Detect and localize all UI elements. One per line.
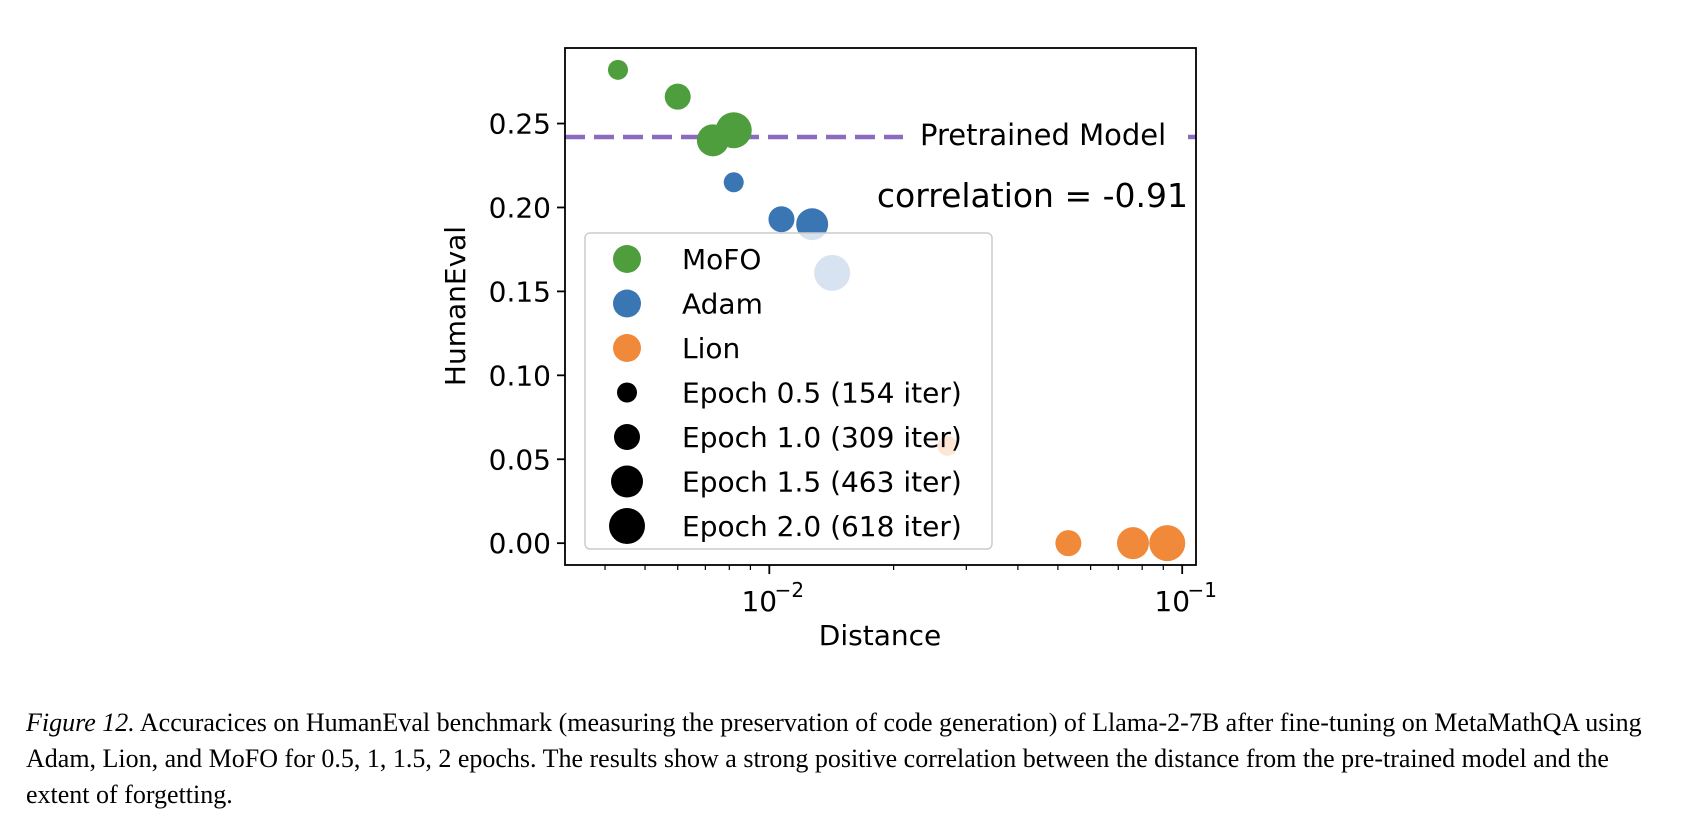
point-lion-4 — [1149, 525, 1186, 562]
y-tick-label-0.15: 0.15 — [489, 275, 551, 308]
reference-line-label: Pretrained Model — [920, 118, 1166, 152]
scatter-chart: Pretrained Model correlation = -0.91 MoF… — [439, 47, 1217, 652]
legend-marker-lion — [613, 334, 641, 362]
y-axis-label: HumanEval — [439, 226, 472, 386]
legend-size-label-1: Epoch 0.5 (154 iter) — [682, 377, 962, 410]
legend-label-mofo: MoFO — [682, 243, 761, 276]
x-tick-exponent-1: −2 — [775, 578, 804, 602]
point-lion-2 — [1055, 530, 1082, 557]
y-tick-label-0.10: 0.10 — [489, 359, 551, 392]
legend-marker-adam — [613, 289, 641, 318]
x-tick-exponent-2: −1 — [1187, 578, 1216, 602]
legend-size-marker-3 — [611, 465, 643, 498]
point-lion-3 — [1116, 527, 1149, 560]
x-axis-label: Distance — [819, 619, 941, 652]
legend-label-adam: Adam — [682, 288, 763, 321]
legend-size-label-3: Epoch 1.5 (463 iter) — [682, 466, 962, 499]
y-tick-label-0.00: 0.00 — [489, 527, 551, 560]
y-tick-label-0.20: 0.20 — [489, 191, 551, 224]
correlation-annotation: correlation = -0.91 — [877, 176, 1188, 215]
point-adam-1 — [723, 172, 744, 193]
point-mofo-2 — [664, 83, 691, 110]
legend-size-marker-2 — [614, 424, 640, 450]
legend-size-label-4: Epoch 2.0 (618 iter) — [682, 510, 962, 543]
caption-figure-label: Figure 12. — [26, 708, 135, 737]
legend-size-marker-4 — [609, 508, 645, 544]
legend-box — [584, 232, 993, 550]
legend-marker-mofo — [613, 245, 641, 273]
figure-caption: Figure 12. Accuracices on HumanEval benc… — [26, 705, 1656, 813]
figure: Pretrained Model correlation = -0.91 MoF… — [439, 47, 1217, 652]
point-mofo-1 — [607, 59, 628, 80]
y-tick-label-0.25: 0.25 — [489, 108, 551, 141]
legend-size-marker-1 — [617, 382, 637, 403]
plot-frame — [564, 47, 1197, 566]
caption-text: Accuracices on HumanEval benchmark (meas… — [26, 708, 1642, 809]
y-tick-label-0.05: 0.05 — [489, 443, 551, 476]
legend-label-lion: Lion — [682, 332, 740, 365]
x-tick-label-2: 10 — [1154, 585, 1190, 618]
legend-size-label-2: Epoch 1.0 (309 iter) — [682, 421, 962, 454]
point-adam-2 — [768, 206, 795, 233]
legend: MoFO Adam Lion Epoch 0.5 (154 iter) Epoch 1.… — [584, 232, 993, 550]
x-tick-label-1: 10 — [741, 585, 777, 618]
point-mofo-4 — [715, 112, 752, 149]
